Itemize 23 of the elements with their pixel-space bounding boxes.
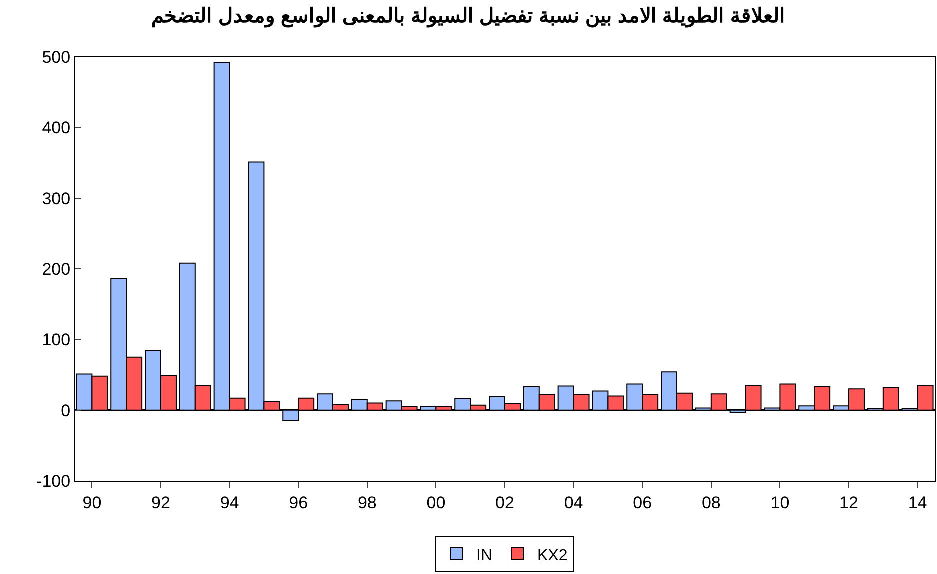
x-tick-label: 04 (564, 493, 584, 512)
x-tick-label: 98 (358, 493, 377, 512)
x-tick-label: 90 (82, 493, 102, 512)
x-tick-label: 10 (770, 493, 790, 512)
y-tick-label: 500 (42, 48, 71, 67)
legend-label: KX2 (538, 547, 568, 564)
y-tick-label: 0 (61, 401, 71, 420)
x-tick-label: 14 (908, 493, 928, 512)
y-tick-label: 200 (42, 260, 71, 279)
x-tick-label: 92 (152, 493, 170, 512)
x-tick-label: 94 (220, 493, 240, 512)
x-tick-label: 06 (633, 493, 652, 512)
x-tick-label: 02 (496, 493, 514, 512)
legend-label: IN (476, 547, 492, 564)
x-tick-label: 00 (426, 493, 446, 512)
y-tick-label: 300 (42, 189, 71, 208)
x-tick-label: 96 (289, 493, 308, 512)
y-tick-label: 100 (42, 330, 71, 350)
chart-title: العلاقة الطويلة الامد بين نسبة تفضيل السيولة بالمعنى الواسع ومعدل التضخم (152, 6, 786, 29)
y-tick-label: -100 (36, 472, 71, 491)
y-tick-label: 400 (42, 118, 71, 138)
x-tick-label: 12 (840, 493, 858, 512)
x-tick-label: 08 (702, 493, 721, 512)
